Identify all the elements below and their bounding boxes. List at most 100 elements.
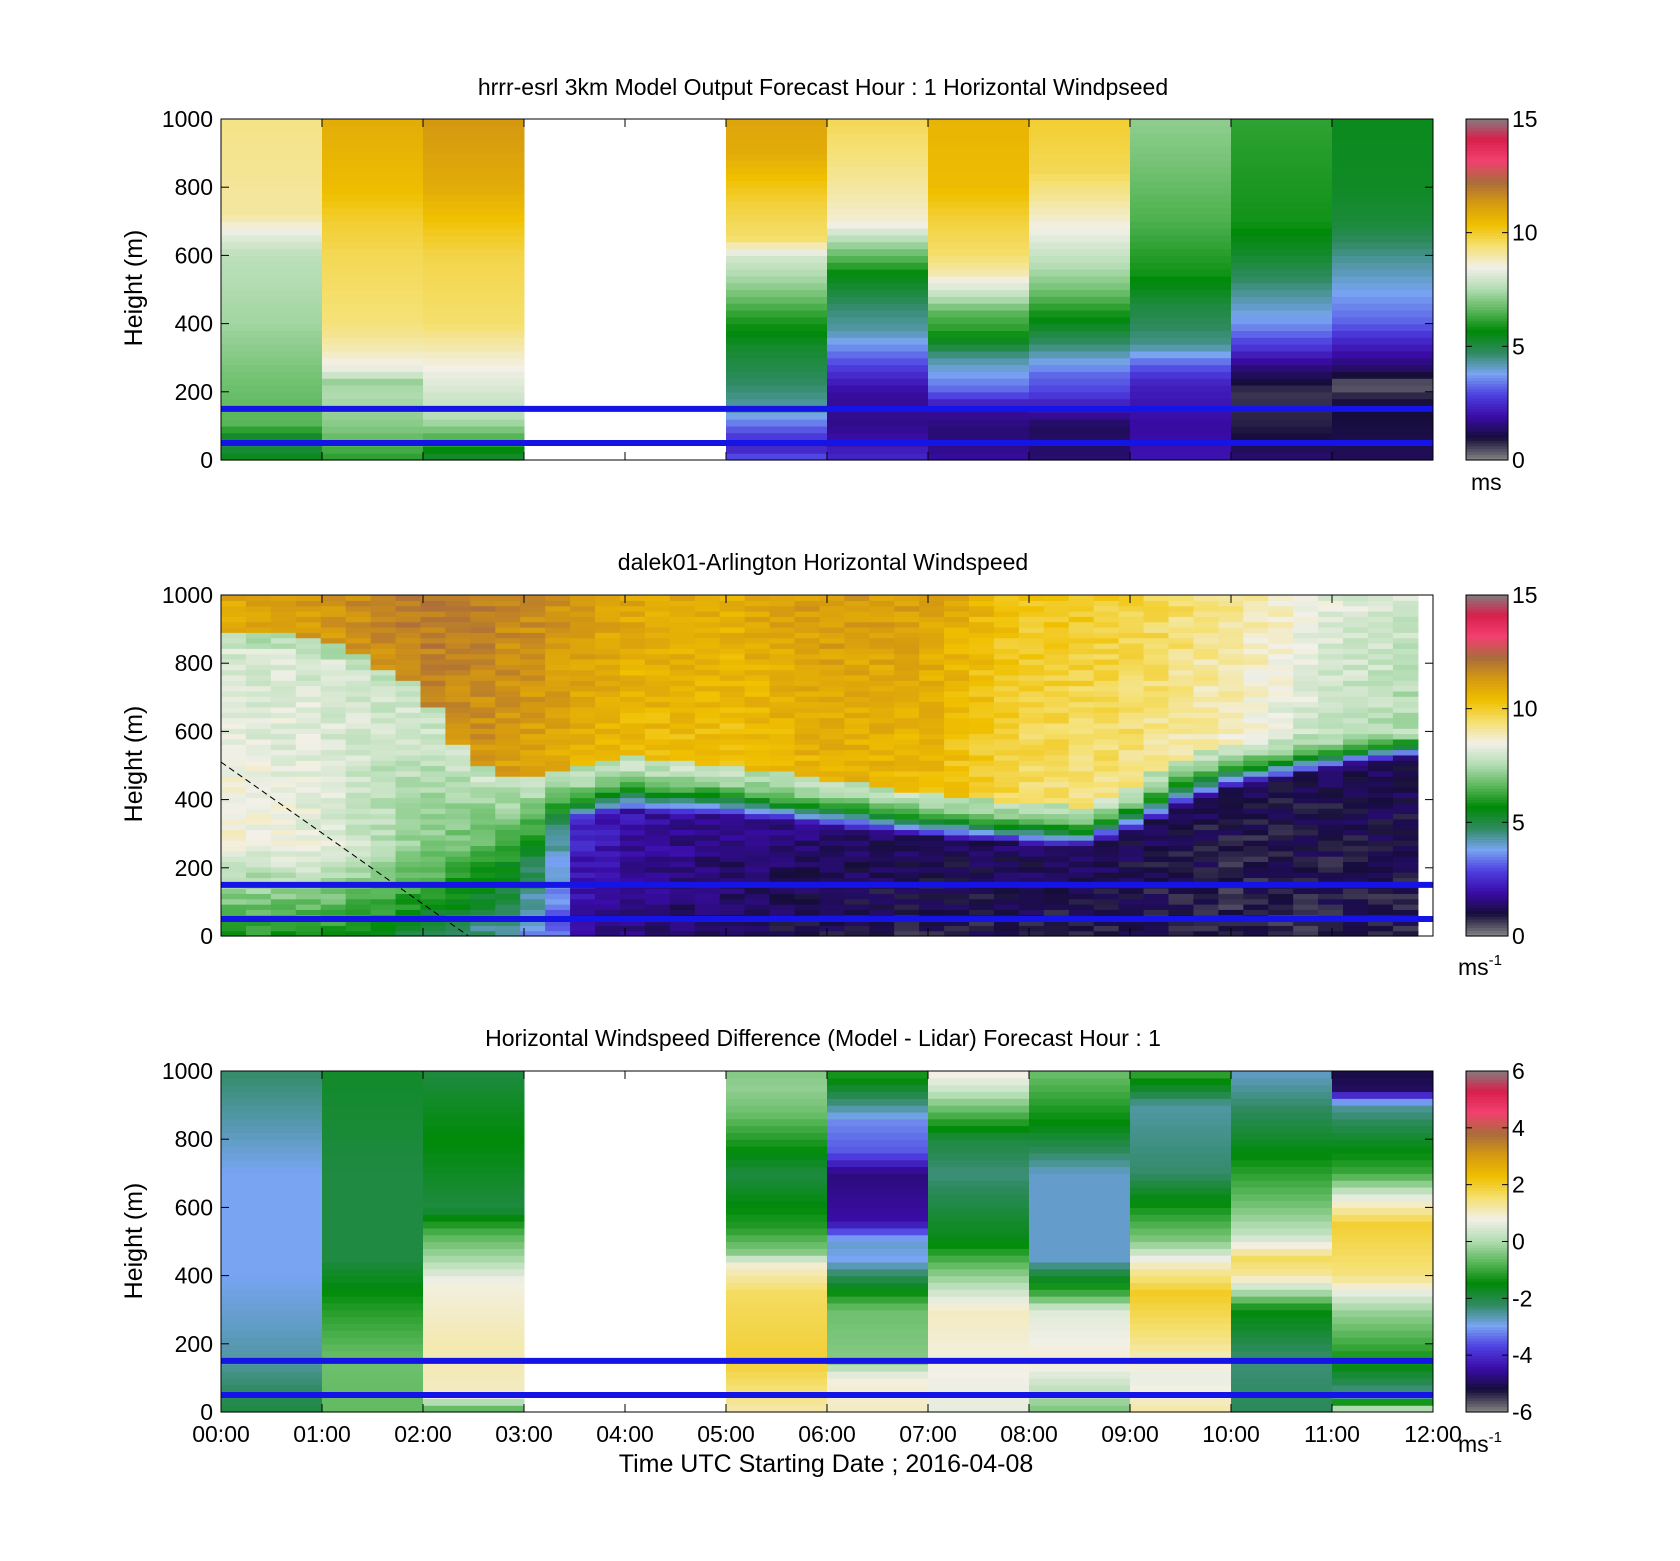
heatmap-cell — [827, 1221, 929, 1229]
heatmap-cell — [423, 1241, 525, 1249]
heatmap-cell — [1332, 1241, 1434, 1249]
heatmap-cell — [1043, 786, 1070, 793]
heatmap-cell — [1118, 722, 1145, 729]
heatmap-cell — [270, 898, 297, 905]
heatmap-cell — [395, 674, 422, 681]
heatmap-cell — [423, 432, 525, 441]
heatmap-cell — [270, 813, 297, 820]
heatmap-cell — [595, 744, 621, 751]
heatmap-cell — [320, 808, 347, 815]
heatmap-cell — [570, 797, 596, 804]
heatmap-cell — [1068, 749, 1095, 756]
heatmap-cell — [1231, 1132, 1333, 1140]
heatmap-cell — [221, 323, 323, 332]
heatmap-cell — [420, 850, 447, 857]
heatmap-cell — [520, 621, 546, 628]
heatmap-cell — [295, 797, 322, 804]
heatmap-cell — [595, 786, 621, 793]
heatmap-cell — [1168, 621, 1195, 628]
heatmap-cell — [794, 888, 821, 894]
heatmap-cell — [445, 872, 471, 878]
colorbar-band — [1466, 406, 1508, 410]
heatmap-cell — [1231, 1166, 1333, 1174]
heatmap-cell — [1367, 621, 1394, 628]
heatmap-cell — [1343, 728, 1369, 735]
colorbar-tick-label: -2 — [1512, 1285, 1532, 1311]
heatmap-cell — [395, 904, 422, 910]
heatmap-cell — [1130, 1282, 1232, 1290]
heatmap-cell — [1392, 690, 1419, 697]
heatmap-cell — [827, 296, 929, 304]
colorbar-band — [1466, 810, 1508, 815]
heatmap-cell — [894, 829, 920, 836]
heatmap-cell — [320, 696, 347, 703]
heatmap-cell — [423, 1330, 525, 1338]
heatmap-cell — [769, 834, 796, 841]
heatmap-cell — [894, 781, 920, 788]
colorbar-band — [1466, 337, 1508, 342]
heatmap-cell — [894, 595, 920, 601]
lidar-y-axis-label: Height (m) — [120, 706, 148, 823]
heatmap-cell — [1332, 1289, 1434, 1297]
heatmap-cell — [769, 616, 796, 623]
colorbar-band — [1466, 192, 1508, 197]
heatmap-cell — [726, 1221, 828, 1229]
heatmap-cell — [545, 637, 571, 644]
heatmap-cell — [1093, 808, 1120, 815]
heatmap-cell — [221, 760, 247, 767]
heatmap-cell — [1130, 1343, 1232, 1352]
heatmap-cell — [1231, 1309, 1333, 1318]
heatmap-cell — [1143, 802, 1170, 809]
heatmap-cell — [1130, 1255, 1232, 1263]
heatmap-cell — [1218, 728, 1244, 735]
heatmap-cell — [726, 132, 828, 141]
heatmap-cell — [322, 1268, 424, 1277]
heatmap-cell — [819, 690, 845, 697]
colorbar-band — [1466, 255, 1508, 259]
heatmap-cell — [1130, 173, 1232, 181]
heatmap-cell — [295, 690, 322, 697]
heatmap-cell — [1318, 658, 1344, 665]
heatmap-cell — [744, 610, 771, 617]
heatmap-cell — [1392, 760, 1419, 767]
heatmap-cell — [221, 1268, 323, 1277]
heatmap-cell — [1029, 344, 1131, 352]
heatmap-cell — [270, 786, 297, 793]
heatmap-cell — [726, 1071, 828, 1079]
heatmap-cell — [969, 664, 995, 671]
heatmap-cell — [1018, 674, 1045, 681]
heatmap-cell — [1392, 866, 1419, 873]
heatmap-cell — [595, 696, 621, 703]
heatmap-cell — [744, 595, 771, 601]
heatmap-cell — [644, 786, 671, 793]
heatmap-cell — [719, 765, 746, 772]
heatmap-cell — [1293, 696, 1319, 703]
heatmap-cell — [1293, 834, 1319, 841]
heatmap-cell — [221, 275, 323, 284]
heatmap-cell — [1367, 877, 1394, 884]
heatmap-cell — [423, 153, 525, 161]
heatmap-cell — [694, 744, 721, 751]
heatmap-cell — [1343, 648, 1369, 655]
heatmap-cell — [869, 754, 895, 761]
heatmap-cell — [1193, 653, 1219, 660]
heatmap-cell — [395, 701, 422, 708]
heatmap-cell — [420, 749, 447, 756]
heatmap-cell — [919, 621, 945, 628]
heatmap-cell — [570, 642, 596, 649]
colorbar-band — [1466, 708, 1508, 713]
heatmap-cell — [769, 840, 796, 847]
heatmap-cell — [1118, 738, 1145, 745]
heatmap-cell — [322, 1350, 424, 1359]
heatmap-cell — [1068, 920, 1095, 926]
heatmap-cell — [819, 616, 845, 623]
heatmap-cell — [1068, 818, 1095, 825]
heatmap-cell — [270, 808, 297, 815]
heatmap-cell — [595, 840, 621, 847]
heatmap-cell — [395, 690, 422, 697]
heatmap-cell — [993, 674, 1020, 681]
colorbar-band — [1466, 1323, 1508, 1328]
heatmap-cell — [320, 648, 347, 655]
heatmap-cell — [1029, 1207, 1131, 1215]
heatmap-cell — [944, 856, 970, 863]
